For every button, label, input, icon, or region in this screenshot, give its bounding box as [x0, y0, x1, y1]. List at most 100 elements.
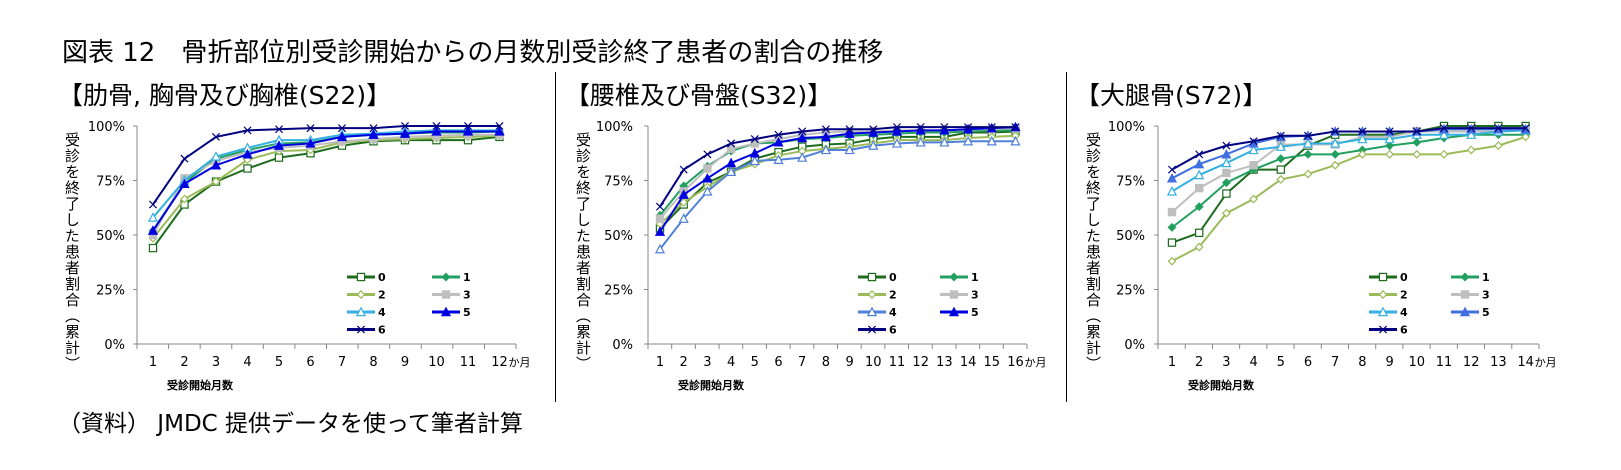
- legend-label: 5: [1482, 306, 1490, 319]
- x-tick-label: 6: [774, 355, 782, 370]
- series-3: [655, 123, 1020, 223]
- data-point: [797, 130, 807, 139]
- data-point: [400, 129, 410, 139]
- data-point: [1385, 149, 1395, 159]
- legend-item: 5: [1451, 306, 1490, 319]
- data-point: [1439, 124, 1449, 133]
- data-point: [1330, 130, 1340, 139]
- legend-marker: [866, 306, 878, 317]
- data-point: [727, 139, 736, 148]
- data-point: [1466, 145, 1476, 155]
- data-point: [1194, 228, 1204, 238]
- data-point: [821, 133, 831, 143]
- data-point: [1194, 242, 1204, 252]
- data-point: [337, 141, 347, 150]
- data-point: [1493, 141, 1503, 151]
- series-line: [659, 134, 1016, 225]
- series-6: [148, 121, 504, 209]
- data-point: [432, 131, 441, 141]
- divider: [1066, 72, 1067, 402]
- data-point: [211, 177, 221, 186]
- data-point: [1222, 189, 1231, 198]
- x-tick-label: 13: [936, 355, 953, 370]
- figure-title: 図表 12 骨折部位別受診開始からの月数別受診終了患者の割合の推移: [62, 38, 884, 68]
- data-point: [306, 124, 315, 133]
- data-point: [432, 133, 441, 143]
- data-point: [1439, 121, 1449, 131]
- data-point: [179, 175, 190, 185]
- legend-marker: [441, 272, 451, 282]
- data-point: [939, 124, 950, 135]
- data-point: [274, 143, 284, 152]
- data-point: [337, 124, 347, 133]
- data-point: [1249, 137, 1258, 146]
- data-point: [1302, 130, 1314, 141]
- legend-item: 5: [940, 306, 979, 319]
- data-point: [1439, 133, 1449, 143]
- data-point: [369, 134, 378, 144]
- x-tick-label: 12: [491, 355, 508, 370]
- y-tick-label: 0%: [612, 338, 633, 353]
- legend-marker: [949, 290, 959, 299]
- data-point: [750, 135, 759, 144]
- data-point: [1010, 135, 1021, 146]
- data-point: [1276, 165, 1285, 174]
- data-point: [1384, 126, 1395, 136]
- legend-item: 3: [940, 289, 979, 302]
- x-tick-label: 14: [1517, 355, 1534, 370]
- data-point: [494, 124, 505, 135]
- data-point: [869, 127, 878, 136]
- data-point: [1520, 123, 1531, 134]
- legend-label: 2: [1400, 289, 1408, 302]
- data-point: [399, 126, 411, 136]
- x-tick-label: 10: [428, 355, 445, 370]
- legend-item: 2: [347, 289, 386, 302]
- data-point: [463, 121, 473, 131]
- data-point: [821, 128, 831, 137]
- data-point: [891, 126, 903, 136]
- legend-item: 0: [1369, 271, 1408, 284]
- x-tick-label: 12: [1463, 355, 1480, 370]
- data-point: [1494, 121, 1503, 131]
- data-point: [1303, 149, 1313, 159]
- data-point: [939, 128, 949, 137]
- legend-marker: [356, 290, 366, 299]
- data-point: [1275, 131, 1286, 142]
- chart-3-subtitle: 【大腿骨(S72)】: [1075, 81, 1268, 110]
- legend-marker: [1460, 290, 1470, 299]
- data-point: [1330, 160, 1340, 170]
- series-line: [1171, 127, 1526, 171]
- data-point: [431, 124, 442, 135]
- data-point: [845, 127, 854, 136]
- data-point: [336, 131, 348, 142]
- data-point: [1303, 169, 1313, 179]
- data-point: [892, 132, 902, 142]
- x-tick-label: 6: [1304, 355, 1312, 370]
- series-line: [659, 126, 1016, 208]
- x-tick-label: 8: [369, 355, 377, 370]
- data-point: [148, 200, 158, 209]
- data-point: [797, 146, 807, 156]
- chart-2: 0%25%50%75%100%1 2 3 4 5 6 7 8 9 10 11 12 13 14 15 16 か月…: [596, 120, 1047, 392]
- data-point: [987, 132, 997, 142]
- x-tick-label: 4: [243, 355, 251, 370]
- legend-item: 4: [1369, 306, 1408, 319]
- data-point: [1385, 141, 1395, 151]
- data-point: [655, 219, 665, 229]
- x-tick-label: 1: [149, 355, 157, 370]
- data-point: [797, 132, 808, 143]
- data-point: [210, 151, 222, 161]
- y-tick-label: 100%: [88, 120, 125, 135]
- data-point: [1302, 138, 1314, 148]
- data-point: [1221, 157, 1232, 168]
- legend-marker: [1460, 272, 1470, 282]
- y-tick-label: 75%: [96, 175, 125, 190]
- data-point: [679, 187, 688, 196]
- data-point: [845, 125, 854, 134]
- series-1: [655, 125, 1020, 220]
- data-point: [821, 125, 830, 134]
- data-point: [242, 142, 253, 152]
- legend-label: 3: [463, 289, 471, 302]
- x-tick-label: 7: [338, 355, 346, 370]
- data-point: [211, 154, 221, 164]
